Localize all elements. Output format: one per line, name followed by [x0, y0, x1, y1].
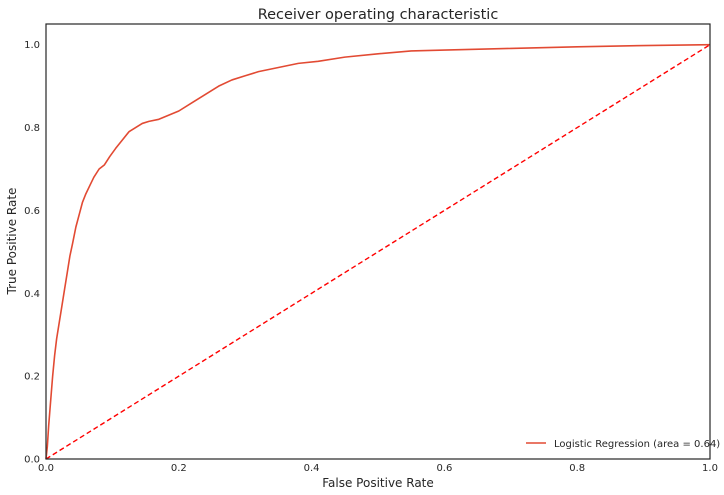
x-tick-label: 0.8: [569, 463, 585, 474]
x-tick-label: 0.2: [171, 463, 187, 474]
x-tick-label: 0.6: [436, 463, 452, 474]
axis-ticks: 0.0 0.2 0.4 0.6 0.8 1.0 0.0 0.2 0.4 0.6 0.8 1.0: [24, 40, 718, 474]
x-tick-label: 1.0: [702, 463, 718, 474]
x-axis-label: False Positive Rate: [322, 476, 434, 490]
plot-area: [45, 43, 711, 460]
diagonal-reference-line: [45, 44, 711, 460]
x-tick-label: 0.0: [38, 463, 54, 474]
plot-frame: [45, 23, 711, 460]
chart-title: Receiver operating characteristic: [258, 7, 499, 23]
y-axis-label: True Positive Rate: [5, 188, 19, 296]
x-tick-label: 0.4: [304, 463, 320, 474]
y-tick-label: 0.8: [24, 123, 40, 134]
legend: Logistic Regression (area = 0.64): [520, 433, 720, 453]
y-tick-label: 0.4: [24, 289, 40, 300]
y-tick-label: 1.0: [24, 40, 40, 51]
y-tick-label: 0.2: [24, 372, 40, 383]
y-tick-label: 0.6: [24, 206, 40, 217]
legend-label-logistic-regression: Logistic Regression (area = 0.64): [554, 439, 720, 450]
roc-curve-logistic-regression: [45, 43, 711, 460]
legend-box: [520, 433, 706, 453]
y-tick-label: 0.0: [24, 455, 40, 466]
